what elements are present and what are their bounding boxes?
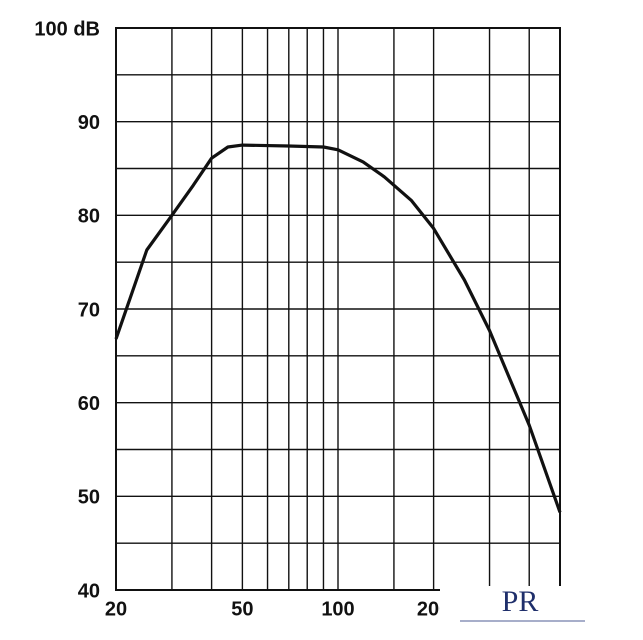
y-tick-label: 40 (78, 580, 100, 602)
watermark-logo: PR (502, 585, 539, 618)
line-series (114, 143, 562, 513)
y-tick-label: 90 (78, 112, 100, 134)
y-tick-label: 60 (78, 393, 100, 415)
plot-frame (115, 27, 561, 591)
x-tick-label: 20 (105, 598, 127, 620)
y-tick-label: 50 (78, 487, 100, 509)
y-tick-label: 80 (78, 206, 100, 228)
y-tick-label: 100 dB (34, 18, 100, 40)
y-tick-label: 70 (78, 299, 100, 321)
x-tick-label: 100 (321, 598, 354, 620)
x-tick-label: 50 (231, 598, 253, 620)
logo-backdrop (440, 586, 570, 636)
